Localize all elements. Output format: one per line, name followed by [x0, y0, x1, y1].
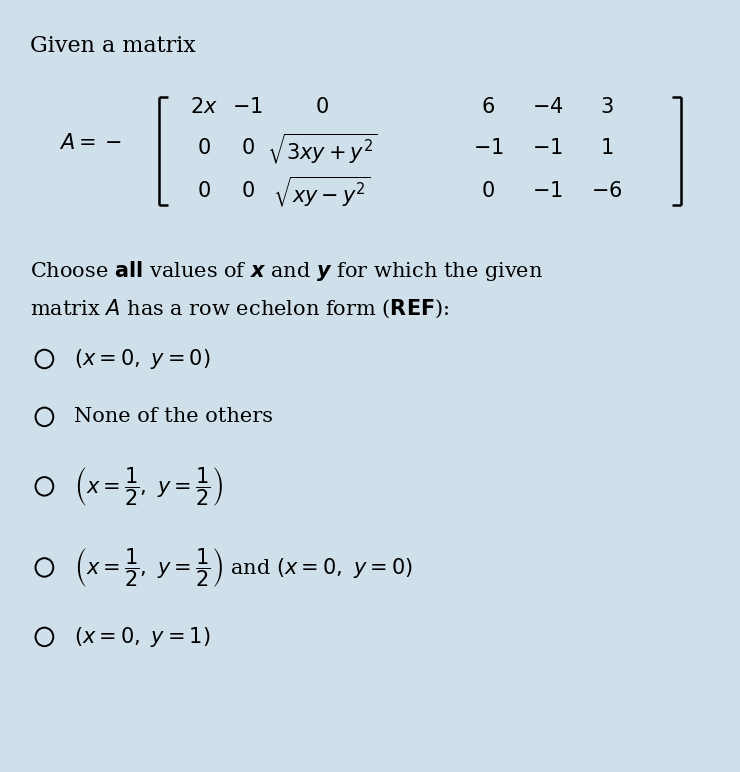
Text: $(x=0,\ y=1)$: $(x=0,\ y=1)$ — [74, 625, 210, 649]
Text: $-1$: $-1$ — [232, 96, 263, 117]
Text: $A = -$: $A = -$ — [59, 133, 121, 153]
Text: $3$: $3$ — [600, 96, 613, 117]
Text: $-1$: $-1$ — [473, 138, 504, 158]
Text: $0$: $0$ — [197, 181, 210, 201]
Text: $\left(x=\dfrac{1}{2},\ y=\dfrac{1}{2}\right)$: $\left(x=\dfrac{1}{2},\ y=\dfrac{1}{2}\r… — [74, 465, 223, 508]
Text: $-1$: $-1$ — [532, 138, 563, 158]
Text: $-6$: $-6$ — [591, 181, 622, 201]
Text: $0$: $0$ — [315, 96, 329, 117]
Text: $-4$: $-4$ — [532, 96, 563, 117]
Text: matrix $A$ has a row echelon form ($\mathbf{REF}$):: matrix $A$ has a row echelon form ($\mat… — [30, 297, 449, 320]
Text: $0$: $0$ — [241, 181, 255, 201]
Text: $6$: $6$ — [482, 96, 495, 117]
Text: Choose $\mathbf{all}$ values of $\boldsymbol{x}$ and $\boldsymbol{y}$ for which : Choose $\mathbf{all}$ values of $\boldsy… — [30, 259, 542, 283]
Text: Given a matrix: Given a matrix — [30, 35, 195, 56]
Text: $2x$: $2x$ — [189, 96, 218, 117]
Text: $0$: $0$ — [482, 181, 495, 201]
Text: $0$: $0$ — [197, 138, 210, 158]
Text: $-1$: $-1$ — [532, 181, 563, 201]
Text: $\sqrt{3xy+y^2}$: $\sqrt{3xy+y^2}$ — [266, 131, 377, 165]
Text: None of the others: None of the others — [74, 408, 273, 426]
Text: $\left(x=\dfrac{1}{2},\ y=\dfrac{1}{2}\right)$ and $(x=0,\ y=0)$: $\left(x=\dfrac{1}{2},\ y=\dfrac{1}{2}\r… — [74, 546, 413, 589]
Text: $1$: $1$ — [600, 138, 613, 158]
Text: $(x=0,\ y=0)$: $(x=0,\ y=0)$ — [74, 347, 210, 371]
Text: $0$: $0$ — [241, 138, 255, 158]
Text: $\sqrt{xy-y^2}$: $\sqrt{xy-y^2}$ — [273, 174, 371, 208]
